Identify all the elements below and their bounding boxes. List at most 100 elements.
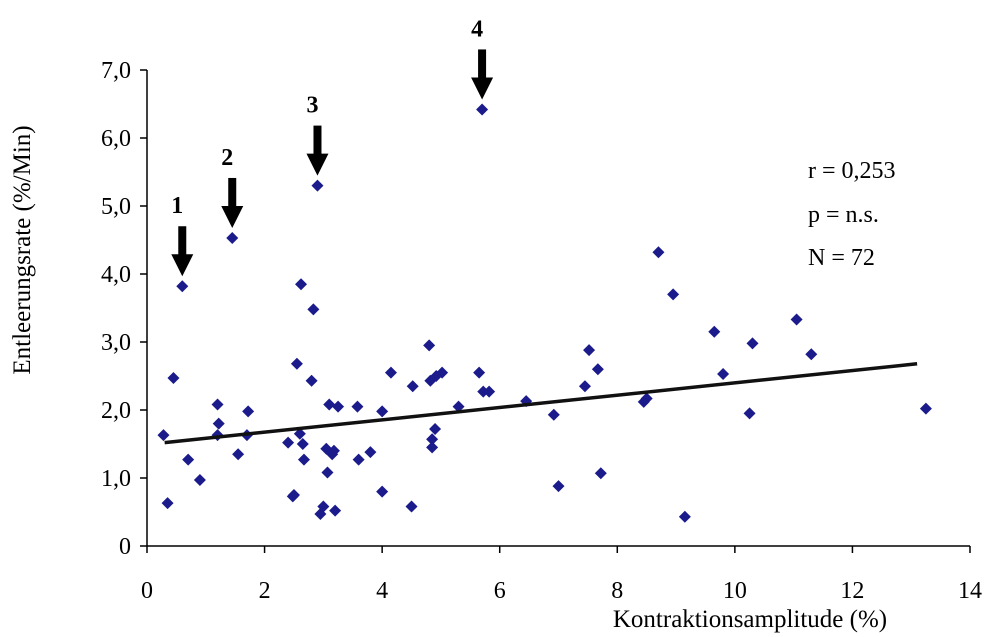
data-point (805, 348, 818, 361)
y-ticks: 0 1,0 2,0 3,0 4,0 5,0 6,0 7,0 (101, 58, 147, 560)
data-point (323, 398, 336, 411)
x-tick-label: 12 (840, 578, 864, 604)
y-tick-label: 0 (119, 534, 131, 560)
data-point (426, 433, 439, 446)
data-point (242, 405, 255, 418)
x-tick-label: 8 (611, 578, 623, 604)
data-point (583, 344, 596, 357)
data-point (919, 402, 932, 415)
data-point (211, 398, 224, 411)
data-point (652, 246, 665, 259)
stat-p: p = n.s. (808, 202, 879, 228)
arrow-label: 1 (171, 193, 183, 219)
data-point (332, 400, 345, 413)
data-point (384, 366, 397, 379)
data-point (376, 485, 389, 498)
data-point (311, 179, 324, 192)
y-tick-label: 7,0 (101, 58, 131, 84)
data-point (351, 400, 364, 413)
arrow-head (171, 254, 194, 277)
arrow-shaft (228, 177, 237, 207)
data-point (746, 337, 759, 350)
data-point (552, 480, 565, 493)
arrow-label: 2 (221, 145, 233, 171)
arrow-markers: 1 2 3 4 (171, 16, 494, 277)
data-point (193, 474, 206, 487)
x-tick-label: 2 (259, 578, 271, 604)
y-tick-label: 1,0 (101, 466, 131, 492)
data-point (282, 436, 295, 449)
arrow-shaft (178, 226, 187, 256)
x-tick-label: 0 (141, 578, 153, 604)
data-point (591, 363, 604, 376)
data-point (717, 367, 730, 380)
stat-r: r = 0,253 (808, 158, 896, 184)
arrow-label: 4 (471, 16, 483, 42)
arrow-marker: 3 (306, 93, 329, 176)
arrow-shaft (478, 49, 487, 79)
data-point (182, 453, 195, 466)
arrow-marker: 2 (221, 145, 244, 228)
data-point (295, 278, 308, 291)
arrow-head (306, 153, 329, 176)
data-point (176, 280, 189, 293)
y-tick-label: 5,0 (101, 194, 131, 220)
y-axis-title: Entleerungsrate (%/Min) (9, 125, 36, 374)
arrow-head (221, 205, 244, 228)
data-point (640, 392, 653, 405)
data-point (708, 325, 721, 338)
data-point (594, 467, 607, 480)
data-point (327, 444, 340, 457)
trendline (164, 362, 918, 445)
data-point (226, 231, 239, 244)
x-tick-label: 6 (494, 578, 506, 604)
data-points (157, 103, 932, 523)
y-tick-label: 6,0 (101, 126, 131, 152)
x-tick-label: 10 (723, 578, 747, 604)
data-point (547, 408, 560, 421)
data-point (483, 385, 496, 398)
data-point (423, 339, 436, 352)
data-point (305, 374, 318, 387)
data-point (790, 313, 803, 326)
data-point (297, 453, 310, 466)
data-point (473, 366, 486, 379)
data-point (232, 448, 245, 461)
data-point (161, 497, 174, 510)
data-point (436, 366, 449, 379)
y-tick-label: 2,0 (101, 398, 131, 424)
data-point (329, 504, 342, 517)
data-point (578, 380, 591, 393)
data-point (317, 500, 330, 513)
data-point (296, 438, 309, 450)
axes (146, 70, 970, 547)
data-point (376, 405, 389, 418)
data-point (667, 288, 680, 301)
data-point (364, 446, 377, 459)
data-point (743, 407, 756, 420)
data-point (476, 103, 489, 116)
data-point (429, 423, 442, 436)
data-point (287, 489, 300, 501)
data-point (426, 441, 439, 454)
arrow-head (471, 77, 494, 100)
x-ticks: 0 2 4 6 8 10 12 14 (141, 546, 982, 604)
data-point (321, 466, 334, 479)
data-point (307, 303, 320, 316)
data-point (167, 372, 180, 385)
stat-n: N = 72 (808, 245, 875, 271)
data-point (290, 357, 303, 370)
x-axis-title: Kontraktionsamplitude (%) (613, 606, 887, 633)
arrow-label: 3 (306, 93, 318, 119)
data-point (406, 380, 419, 393)
x-tick-label: 4 (376, 578, 388, 604)
arrow-shaft (313, 125, 322, 155)
data-point (212, 417, 225, 430)
data-point (293, 427, 306, 440)
arrow-marker: 4 (471, 16, 494, 100)
arrow-marker: 1 (171, 193, 194, 277)
data-point (405, 500, 418, 513)
data-point (157, 429, 170, 442)
data-point (452, 400, 465, 413)
